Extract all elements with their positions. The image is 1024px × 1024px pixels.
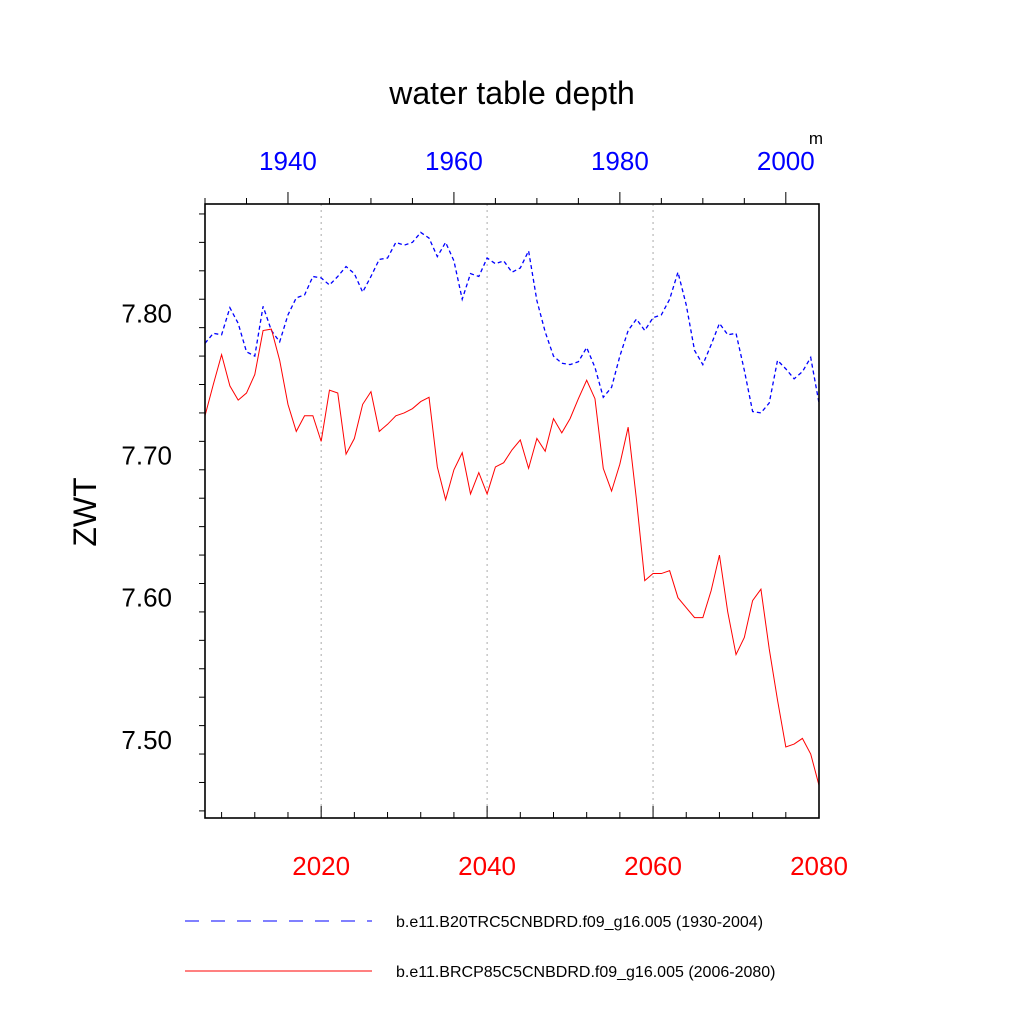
bottom-tick-label: 2040 bbox=[458, 851, 516, 881]
legend: b.e11.B20TRC5CNBDRD.f09_g16.005 (1930-20… bbox=[185, 914, 775, 981]
y-tick-label: 7.60 bbox=[121, 583, 172, 613]
grid-lines bbox=[320, 204, 654, 818]
bottom-tick-label: 2020 bbox=[292, 851, 350, 881]
legend-label-2: b.e11.BRCP85C5CNBDRD.f09_g16.005 (2006-2… bbox=[396, 964, 775, 981]
bottom-tick-label: 2060 bbox=[624, 851, 682, 881]
top-tick-label: 2000 bbox=[757, 146, 815, 176]
series-layer bbox=[204, 231, 820, 786]
y-tick-label: 7.80 bbox=[121, 298, 172, 328]
axes: 2020 2040 2060 2080 1940 1960 1980 2000 7.50 7.60… bbox=[121, 146, 848, 881]
plot-frame bbox=[204, 203, 820, 819]
y-axis-label: ZWT bbox=[67, 477, 103, 546]
series-line-2 bbox=[204, 328, 820, 786]
y-tick-label: 7.50 bbox=[121, 725, 172, 755]
bottom-tick-label: 2080 bbox=[790, 851, 848, 881]
legend-label-1: b.e11.B20TRC5CNBDRD.f09_g16.005 (1930-20… bbox=[396, 914, 763, 931]
top-tick-label: 1940 bbox=[259, 146, 317, 176]
top-tick-label: 1960 bbox=[425, 146, 483, 176]
units-label: m bbox=[809, 129, 823, 148]
chart-title: water table depth bbox=[388, 75, 635, 111]
y-tick-label: 7.70 bbox=[121, 441, 172, 471]
series-line-1 bbox=[204, 231, 820, 414]
top-tick-label: 1980 bbox=[591, 146, 649, 176]
